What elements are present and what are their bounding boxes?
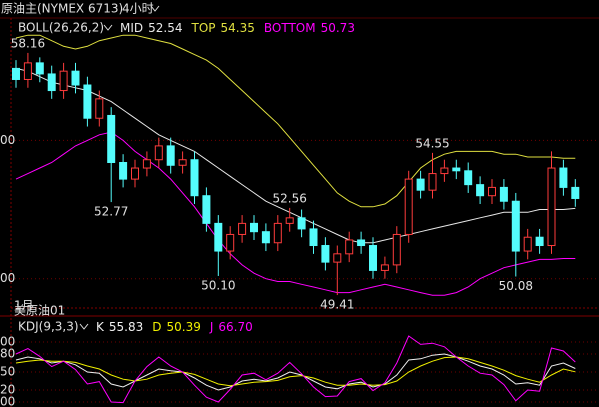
candle-body [547, 167, 556, 247]
y-tick-label: 00 [0, 133, 15, 147]
candle-body [154, 145, 163, 161]
candle-body [571, 186, 580, 199]
legend-entry: BOTTOM 50.73 [264, 21, 355, 35]
y-tick-label: 00 [0, 335, 15, 349]
legend-entry: TOP 54.35 [191, 21, 255, 35]
legend-entry: J 66.70 [209, 320, 253, 334]
candle-body [499, 186, 508, 202]
candle-body [297, 217, 306, 230]
candle-body [250, 222, 258, 233]
instrument-title: 原油主(NYMEX 6713) [1, 2, 123, 16]
candle-body [380, 264, 389, 271]
candle-body [523, 236, 532, 252]
period-selector[interactable]: 4小时 [122, 2, 154, 16]
extreme-label: 50.10 [201, 278, 235, 292]
legend-name: J [209, 320, 214, 334]
candle-body [190, 159, 199, 197]
candle-body [35, 62, 44, 75]
candle-body [392, 233, 401, 266]
candle-body [321, 245, 330, 263]
candle-body [142, 159, 151, 169]
legend-entry: MID 52.54 [120, 21, 183, 35]
candle-body [369, 245, 377, 271]
extreme-label: 52.56 [273, 191, 307, 205]
candle-body [226, 233, 235, 252]
candle-body [285, 217, 294, 224]
legend-name: BOTTOM [264, 21, 316, 35]
series-line [15, 34, 576, 208]
indicator-label: KDJ(9,3,3) [18, 320, 79, 334]
candle-body [166, 145, 175, 166]
legend-value: 54.35 [221, 21, 255, 35]
candle-body [47, 73, 56, 92]
candle-body [107, 114, 116, 163]
candle-body [476, 184, 485, 197]
candle-body [238, 222, 247, 235]
legend-value: 50.73 [321, 21, 355, 35]
extreme-label: 49.41 [320, 298, 354, 312]
candle-body [452, 167, 461, 172]
x-tick-label: 1月 [14, 299, 34, 313]
candle-body [440, 167, 449, 175]
candle-body [12, 67, 20, 80]
candle-body [357, 239, 366, 247]
candle-body [261, 231, 270, 244]
candle-body [416, 178, 425, 191]
y-tick-label: 80 [0, 347, 15, 361]
candle-body [71, 70, 80, 86]
candle-body [178, 159, 187, 166]
series-line [15, 353, 576, 391]
candle-body [119, 162, 128, 180]
legend-name: K [96, 320, 105, 334]
series-line [15, 67, 576, 244]
legend-entry: D 50.39 [152, 320, 201, 334]
y-tick-label: 00 [0, 271, 15, 285]
legend-name: TOP [191, 21, 216, 35]
y-tick-label: 20 [0, 383, 15, 397]
candle-body [535, 236, 544, 247]
candle-body [273, 222, 282, 244]
extreme-label: 54.55 [415, 136, 449, 150]
y-tick-label: 50 [0, 365, 15, 379]
candle-body [428, 173, 437, 191]
candle-body [559, 167, 568, 188]
candle-body [202, 195, 211, 224]
candle-body [23, 62, 32, 80]
legend-name: MID [120, 21, 143, 35]
indicator-arrow[interactable] [79, 323, 89, 330]
indicator-arrow[interactable] [103, 24, 113, 31]
legend-value: 50.39 [166, 320, 200, 334]
series-line [15, 356, 576, 387]
legend-entry: K 55.83 [96, 320, 143, 334]
indicator-label: BOLL(26,26,2) [18, 21, 104, 35]
candle-body [83, 84, 92, 119]
candle-body [333, 253, 342, 263]
y-tick-label: 00 [0, 395, 15, 407]
legend-value: 52.54 [148, 21, 182, 35]
candle-body [309, 228, 318, 247]
candle-body [131, 167, 139, 180]
legend-value: 55.83 [109, 320, 143, 334]
candle-body [95, 98, 104, 119]
extreme-label: 58.16 [11, 36, 45, 50]
series-line [15, 335, 576, 404]
candle-body [511, 200, 520, 252]
candle-body [488, 186, 496, 197]
candle-body [345, 239, 354, 255]
candle-body [464, 170, 473, 186]
candle-body [59, 70, 68, 92]
extreme-label: 50.08 [499, 279, 533, 293]
legend-value: 66.70 [218, 320, 252, 334]
period-arrow[interactable] [150, 5, 160, 12]
candle-body [214, 222, 223, 252]
candle-body [404, 178, 413, 235]
legend-name: D [152, 320, 161, 334]
extreme-label: 52.77 [94, 205, 128, 219]
footnote: 美原油01 [14, 304, 65, 318]
